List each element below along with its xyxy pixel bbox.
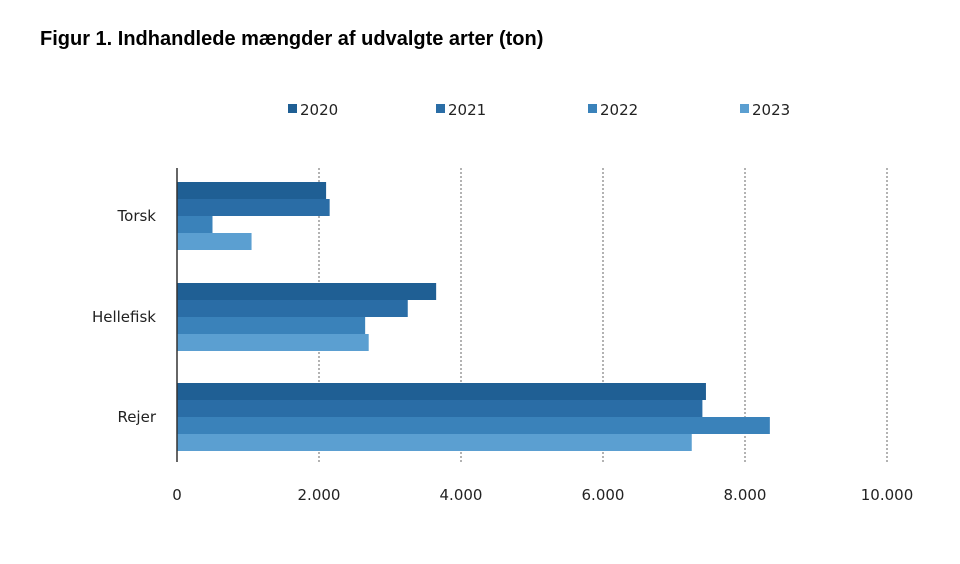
category-label-rejer: Rejer <box>117 408 156 426</box>
x-tick-label-8000: 8.000 <box>724 486 767 504</box>
legend-label-2023: 2023 <box>752 101 790 119</box>
bar-rejer-2022 <box>177 417 770 434</box>
x-tick-label-10000: 10.000 <box>861 486 914 504</box>
legend-label-2021: 2021 <box>448 101 486 119</box>
bars <box>177 182 770 451</box>
category-label-hellefisk: Hellefisk <box>92 308 156 326</box>
x-tick-label-2000: 2.000 <box>298 486 341 504</box>
legend-swatch-2023 <box>740 104 749 113</box>
bar-hellefisk-2023 <box>177 334 369 351</box>
category-label-torsk: Torsk <box>117 207 157 225</box>
legend-label-2022: 2022 <box>600 101 638 119</box>
bar-torsk-2021 <box>177 199 330 216</box>
x-tick-label-0: 0 <box>172 486 182 504</box>
chart-title: Figur 1. Indhandlede mængder af udvalgte… <box>40 28 544 50</box>
x-tick-label-4000: 4.000 <box>440 486 483 504</box>
bar-rejer-2023 <box>177 434 692 451</box>
bar-torsk-2020 <box>177 182 327 199</box>
bar-torsk-2022 <box>177 216 213 233</box>
legend-swatch-2021 <box>436 104 445 113</box>
x-tick-label-6000: 6.000 <box>582 486 625 504</box>
bar-rejer-2020 <box>177 383 706 400</box>
bar-rejer-2021 <box>177 400 703 417</box>
legend: 2020 2021 2022 2023 <box>288 101 790 119</box>
bar-hellefisk-2022 <box>177 317 366 334</box>
x-axis-ticks: 0 2.000 4.000 6.000 8.000 10.000 <box>172 486 913 504</box>
bar-torsk-2023 <box>177 233 252 250</box>
legend-label-2020: 2020 <box>300 101 338 119</box>
category-labels: Torsk Hellefisk Rejer <box>92 207 157 426</box>
bar-hellefisk-2020 <box>177 283 437 300</box>
legend-swatch-2022 <box>588 104 597 113</box>
bar-hellefisk-2021 <box>177 300 408 317</box>
legend-swatch-2020 <box>288 104 297 113</box>
